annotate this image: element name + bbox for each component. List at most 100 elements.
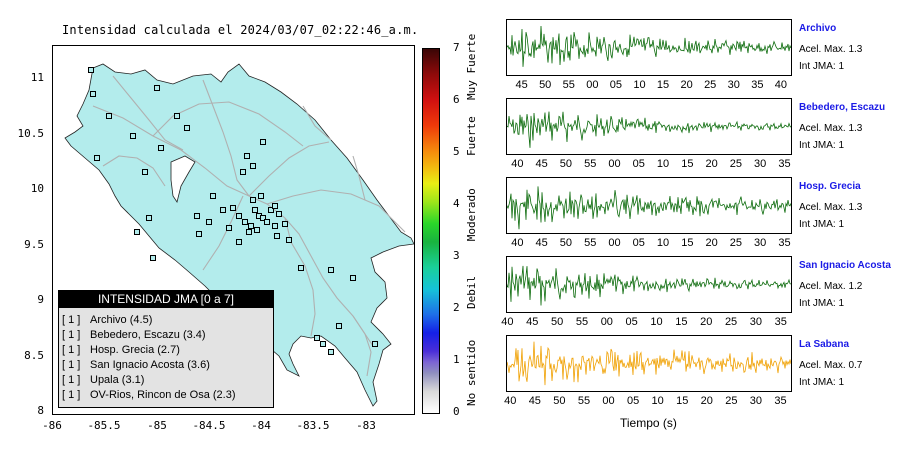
station-marker bbox=[260, 215, 266, 221]
waveform-time-ticks: 40 45 50 55 00 05 10 15 20 25 30 35 bbox=[504, 395, 796, 407]
station-marker bbox=[252, 207, 258, 213]
station-marker bbox=[328, 267, 334, 273]
latitude-tick: 8 bbox=[37, 404, 44, 417]
station-marker bbox=[274, 233, 280, 239]
time-tick: 00 bbox=[586, 79, 599, 91]
station-marker bbox=[250, 163, 256, 169]
waveform-plot bbox=[506, 98, 792, 155]
page-title: Intensidad calculada el 2024/03/07_02:22… bbox=[62, 23, 419, 37]
time-tick: 50 bbox=[539, 79, 552, 91]
station-marker bbox=[226, 225, 232, 231]
latitude-tick: 11 bbox=[30, 71, 44, 84]
station-marker bbox=[242, 219, 248, 225]
station-marker bbox=[272, 223, 278, 229]
time-tick: 15 bbox=[676, 395, 689, 407]
station-marker bbox=[246, 229, 252, 235]
station-marker bbox=[244, 153, 250, 159]
time-tick: 30 bbox=[749, 395, 763, 407]
station-name: La Sabana bbox=[799, 339, 850, 350]
time-tick: 25 bbox=[729, 237, 743, 249]
station-marker bbox=[240, 169, 246, 175]
time-tick: 15 bbox=[681, 158, 694, 170]
station-marker bbox=[94, 155, 100, 161]
intensity-colorbar bbox=[422, 48, 440, 414]
waveform-time-ticks: 40 45 50 55 00 05 10 15 20 25 30 35 bbox=[506, 158, 796, 170]
colorbar-category: Debil bbox=[465, 275, 478, 309]
station-marker bbox=[194, 213, 200, 219]
colorbar-category: Moderado bbox=[465, 187, 478, 241]
waveform-trace bbox=[507, 25, 791, 67]
colorbar-tick: 4 bbox=[453, 197, 460, 210]
time-tick: 25 bbox=[704, 79, 717, 91]
time-tick: 35 bbox=[778, 158, 791, 170]
legend-item-label: Archivo (4.5) bbox=[90, 314, 153, 326]
waveform-plot bbox=[506, 256, 792, 313]
station-marker bbox=[350, 275, 356, 281]
time-tick: 05 bbox=[609, 79, 623, 91]
station-marker bbox=[154, 85, 160, 91]
latitude-tick: 8.5 bbox=[24, 349, 44, 362]
station-name: Archivo bbox=[799, 23, 837, 34]
station-marker bbox=[206, 219, 212, 225]
time-tick: 25 bbox=[724, 316, 738, 328]
legend-item-label: Hosp. Grecia (2.7) bbox=[90, 344, 180, 357]
station-marker bbox=[146, 215, 152, 221]
time-tick: 35 bbox=[751, 79, 764, 91]
colorbar-tick: 7 bbox=[453, 41, 460, 54]
station-marker bbox=[174, 113, 180, 119]
station-jma-intensity: Int JMA: 1 bbox=[799, 140, 845, 151]
legend-header: INTENSIDAD JMA [0 a 7] bbox=[59, 291, 273, 308]
time-tick: 45 bbox=[515, 79, 528, 91]
road-network bbox=[92, 75, 406, 377]
station-marker bbox=[134, 229, 140, 235]
station-marker bbox=[220, 207, 226, 213]
longitude-tick: -83.5 bbox=[296, 419, 330, 432]
waveform-time-ticks: 40 45 50 55 00 05 10 15 20 25 30 35 bbox=[506, 237, 796, 249]
time-axis-label: Tiempo (s) bbox=[620, 416, 677, 430]
colorbar-tick: 2 bbox=[453, 301, 460, 314]
station-marker bbox=[314, 335, 320, 341]
station-jma-intensity: Int JMA: 1 bbox=[799, 377, 845, 388]
legend-item-level: [ 1 ] bbox=[62, 374, 81, 387]
longitude-tick: -86 bbox=[42, 419, 62, 432]
latitude-tick: 10.5 bbox=[17, 127, 45, 140]
time-tick: 40 bbox=[511, 158, 524, 170]
station-name: Bebedero, Escazu bbox=[799, 102, 886, 113]
station-marker bbox=[184, 125, 190, 131]
legend-item: [ 1 ] San Ignacio Acosta (3.6) bbox=[62, 358, 273, 373]
time-tick: 30 bbox=[749, 316, 763, 328]
colorbar-tick: 0 bbox=[453, 405, 460, 418]
legend-item: [ 1 ] Archivo (4.5) bbox=[62, 313, 273, 328]
waveform-trace bbox=[507, 341, 791, 386]
time-tick: 10 bbox=[633, 79, 646, 91]
time-tick: 00 bbox=[600, 316, 613, 328]
latitude-tick: 10 bbox=[30, 182, 44, 195]
time-tick: 15 bbox=[681, 237, 694, 249]
time-tick: 35 bbox=[774, 395, 787, 407]
latitude-tick: 9.5 bbox=[24, 238, 44, 251]
station-jma-intensity: Int JMA: 1 bbox=[799, 61, 845, 72]
station-marker bbox=[254, 227, 260, 233]
time-tick: 45 bbox=[528, 395, 541, 407]
time-tick: 10 bbox=[656, 158, 670, 170]
time-tick: 50 bbox=[553, 395, 566, 407]
station-marker bbox=[196, 231, 202, 237]
legend-item-label: San Ignacio Acosta (3.6) bbox=[90, 359, 210, 372]
time-tick: 05 bbox=[625, 316, 638, 328]
legend-item-level: [ 1 ] bbox=[62, 344, 81, 357]
colorbar-tick: 5 bbox=[453, 145, 460, 158]
time-tick: 45 bbox=[535, 237, 548, 249]
costa-rica-land bbox=[64, 63, 414, 407]
colorbar-category: No sentido bbox=[465, 339, 478, 407]
time-tick: 30 bbox=[754, 237, 767, 249]
longitude-tick: -84.5 bbox=[192, 419, 226, 432]
waveform-trace bbox=[507, 186, 791, 230]
station-marker bbox=[250, 197, 256, 203]
time-tick: 55 bbox=[562, 79, 575, 91]
station-marker bbox=[236, 239, 242, 245]
time-tick: 40 bbox=[511, 237, 524, 249]
station-marker bbox=[264, 219, 270, 225]
time-tick: 55 bbox=[584, 158, 597, 170]
colorbar-tick: 3 bbox=[453, 249, 460, 262]
time-tick: 50 bbox=[550, 316, 564, 328]
